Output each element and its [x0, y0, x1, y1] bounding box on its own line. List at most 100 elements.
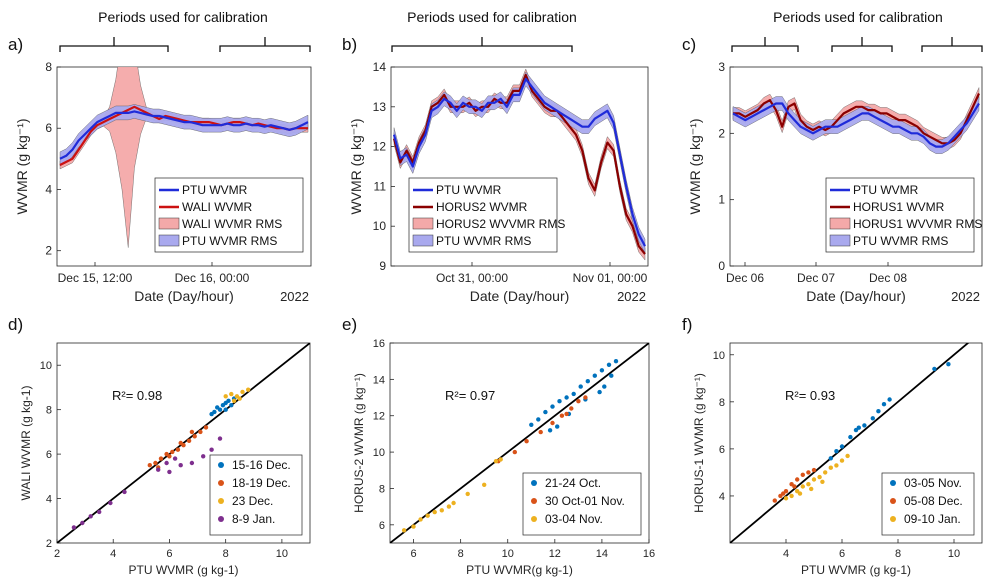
calibration-bracket	[59, 37, 169, 52]
y-tick-label: 10	[373, 219, 387, 233]
data-point	[178, 440, 183, 446]
data-point	[834, 449, 839, 454]
x-tick-label: 6	[166, 548, 172, 560]
data-point	[597, 389, 602, 395]
year-label: 2022	[280, 289, 309, 304]
x-tick-label: 4	[110, 548, 116, 560]
legend: 15-16 Dec. 18-19 Dec. 23 Dec. 8-9 Jan.	[209, 454, 303, 536]
panel-label: e)	[342, 315, 357, 334]
data-point	[823, 470, 828, 475]
data-point	[571, 391, 576, 397]
legend-label: 15-16 Dec.	[232, 458, 291, 472]
data-point	[418, 517, 423, 522]
legend-label: 05-08 Dec.	[904, 494, 963, 508]
data-point	[536, 417, 541, 422]
legend-swatch	[158, 234, 180, 247]
legend-swatch	[158, 217, 180, 230]
ptu-line	[732, 102, 980, 148]
y-tick-label: 10	[40, 360, 52, 372]
y-tick-label: 14	[373, 60, 387, 74]
data-point	[834, 463, 839, 468]
data-point	[172, 456, 178, 461]
data-point	[493, 459, 499, 464]
x-tick-label: 10	[948, 548, 960, 560]
data-point	[153, 460, 158, 466]
data-point	[198, 429, 203, 435]
data-point	[71, 525, 77, 530]
data-point	[524, 439, 529, 444]
x-tick-label: 10	[502, 548, 514, 560]
calibration-bracket	[391, 37, 573, 52]
data-point	[88, 514, 93, 519]
panel-b: b) Periods used for calibration 9 10 11 12 13 1…	[342, 9, 649, 304]
r-squared-label: R²= 0.97	[445, 388, 495, 403]
ptu-rms-band	[732, 95, 980, 154]
data-point	[806, 482, 811, 487]
legend-box	[154, 177, 304, 253]
data-point	[557, 399, 562, 404]
data-point	[887, 397, 892, 402]
y-tick-label: 12	[373, 411, 385, 423]
data-point	[529, 422, 534, 427]
data-point	[800, 472, 805, 477]
x-tick-label: Dec 07	[797, 271, 835, 285]
panel-e: e) 6 8 10 12 14 16 6 8 10 12 14 16 PTU WVMR(g kg-1) HO…	[342, 315, 655, 577]
data-point	[237, 396, 242, 401]
y-tick-label: 8	[45, 60, 52, 74]
data-point	[772, 498, 777, 503]
instrument-rms-band	[393, 68, 646, 261]
x-tick-label: Dec 16, 00:00	[175, 271, 250, 285]
data-point	[156, 467, 161, 472]
data-point	[576, 399, 581, 404]
x-tick-label: Oct 31, 00:00	[436, 271, 508, 285]
data-point	[147, 463, 152, 468]
data-point	[226, 398, 231, 403]
x-tick-label: 6	[410, 548, 416, 560]
y-tick-label: 14	[373, 374, 385, 386]
calibration-bracket	[731, 37, 799, 52]
legend-swatch	[412, 217, 434, 230]
x-tick-label: Nov 01, 00:00	[573, 271, 648, 285]
y-tick-label: 8	[719, 397, 725, 409]
y-tick-label: 4	[46, 494, 52, 506]
legend-label: 09-10 Jan.	[904, 512, 961, 526]
legend: 21-24 Oct. 30 Oct-01 Nov. 03-04 Nov.	[522, 472, 642, 536]
legend: PTU WVMR WALI WVMR WALI WVMR RMS PTU WVMR R…	[154, 177, 304, 253]
data-point	[789, 493, 794, 499]
data-point	[203, 425, 209, 430]
r-squared-label: R²= 0.93	[785, 388, 835, 403]
ptu-line	[392, 77, 646, 247]
data-point	[170, 449, 175, 455]
data-point	[498, 457, 503, 462]
legend-label: 23 Dec.	[232, 494, 273, 508]
legend-swatch	[829, 234, 851, 247]
points-group	[57, 343, 310, 543]
legend-box	[522, 472, 642, 536]
panel-label: c)	[682, 35, 696, 54]
instrument-line	[392, 73, 646, 255]
y-tick-label: 8	[46, 405, 52, 417]
data-point	[811, 477, 817, 482]
legend-label: PTU WVMR	[436, 183, 502, 197]
x-tick-label: 14	[596, 548, 608, 560]
data-point	[108, 500, 113, 506]
legend-marker	[218, 480, 224, 486]
x-axis-label: Date (Day/hour)	[134, 288, 234, 304]
data-point	[606, 362, 612, 367]
y-tick-label: 2	[718, 126, 725, 140]
panel-f: f) 4 6 8 10 4 6 8 10 PTU WVMR (g kg-1) HORUS-1 WVM…	[682, 315, 983, 577]
data-point	[167, 454, 172, 459]
data-point	[217, 436, 223, 441]
y-tick-label: 6	[46, 449, 52, 461]
data-point	[178, 463, 183, 468]
data-point	[559, 413, 565, 418]
data-point	[555, 424, 560, 429]
data-point	[482, 482, 487, 487]
legend-label: HORUS2 WVMR	[436, 200, 528, 214]
data-point	[795, 477, 800, 482]
legend-label: PTU WVMR RMS	[853, 234, 948, 248]
y-tick-label: 4	[45, 182, 52, 196]
y-tick-label: 6	[45, 121, 52, 135]
data-point	[186, 438, 192, 443]
